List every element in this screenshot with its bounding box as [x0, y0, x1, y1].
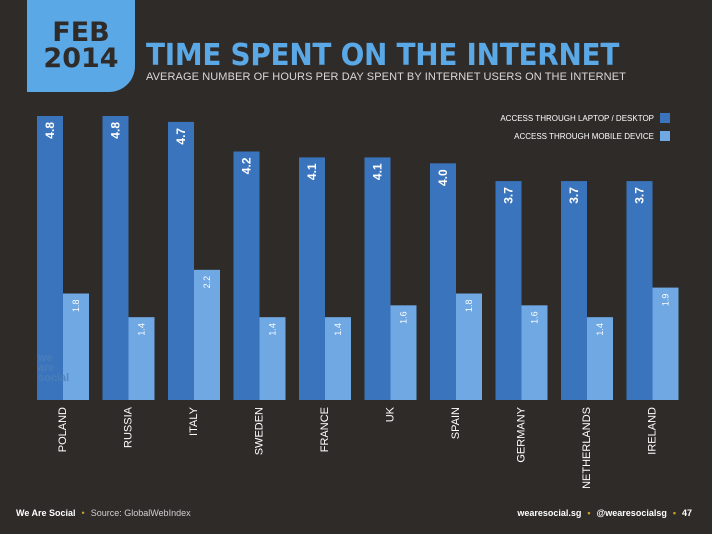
- category-label-italy: ITALY: [188, 406, 200, 436]
- footer-dot-3: •: [672, 508, 676, 518]
- date-year: 2014: [43, 43, 119, 74]
- data-label-poland-mobile: 1.8: [71, 300, 81, 313]
- category-label-france: FRANCE: [319, 407, 331, 452]
- category-label-germany: GERMANY: [516, 406, 528, 462]
- bar-spain-mobile: [456, 293, 482, 400]
- date-month: FEB: [52, 17, 110, 48]
- chart-legend: ACCESS THROUGH LAPTOP / DESKTOP ACCESS T…: [500, 110, 670, 146]
- bar-germany-mobile: [521, 305, 548, 400]
- legend-swatch-desktop: [660, 113, 670, 123]
- data-label-netherlands-mobile: 1.4: [595, 323, 605, 336]
- category-label-sweden: SWEDEN: [254, 407, 266, 455]
- category-label-russia: RUSSIA: [123, 406, 135, 448]
- footer-right: wearesocial.sg • @wearesocialsg • 47: [517, 508, 692, 518]
- bar-france-mobile: [325, 317, 351, 400]
- category-label-poland: POLAND: [57, 407, 69, 452]
- data-label-sweden-mobile: 1.4: [268, 323, 278, 336]
- bar-ireland-desktop: [626, 181, 653, 400]
- bar-germany-desktop: [495, 181, 522, 400]
- data-label-poland-desktop: 4.8: [43, 122, 57, 139]
- bar-uk-desktop: [364, 157, 391, 400]
- footer-source: Source: GlobalWebIndex: [90, 508, 191, 518]
- footer-dot-1: •: [81, 508, 85, 518]
- footer-page-number: 47: [681, 508, 692, 518]
- data-label-spain-desktop: 4.0: [436, 169, 450, 186]
- data-label-uk-desktop: 4.1: [371, 163, 385, 180]
- data-label-germany-desktop: 3.7: [502, 187, 516, 204]
- bar-sweden-mobile: [259, 317, 286, 400]
- bar-russia-desktop: [102, 116, 129, 400]
- data-label-italy-mobile: 2.2: [202, 276, 212, 289]
- data-label-italy-desktop: 4.7: [174, 128, 188, 145]
- data-label-netherlands-desktop: 3.7: [567, 187, 581, 204]
- footer-handle[interactable]: @wearesocialsg: [596, 508, 667, 518]
- data-label-spain-mobile: 1.8: [464, 300, 474, 313]
- bar-ireland-mobile: [652, 287, 679, 400]
- bar-italy-mobile: [194, 269, 220, 400]
- footer-dot-2: •: [587, 508, 591, 518]
- legend-item-mobile: ACCESS THROUGH MOBILE DEVICE: [500, 128, 670, 144]
- data-label-russia-mobile: 1.4: [137, 323, 147, 336]
- bar-poland-desktop: [37, 116, 63, 400]
- bar-italy-desktop: [168, 121, 194, 401]
- legend-label-desktop: ACCESS THROUGH LAPTOP / DESKTOP: [500, 113, 654, 123]
- footer-brand: We Are Social: [16, 508, 76, 518]
- category-label-ireland: IRELAND: [647, 407, 659, 455]
- footer-left: We Are Social • Source: GlobalWebIndex: [16, 508, 191, 518]
- we-are-social-watermark: we are social: [38, 352, 70, 384]
- legend-label-mobile: ACCESS THROUGH MOBILE DEVICE: [514, 131, 654, 141]
- data-label-sweden-desktop: 4.2: [240, 157, 254, 174]
- bar-netherlands-desktop: [561, 181, 587, 400]
- bar-poland-mobile: [63, 293, 89, 400]
- watermark-line-1: we: [38, 352, 53, 364]
- data-label-france-desktop: 4.1: [305, 163, 319, 180]
- legend-item-desktop: ACCESS THROUGH LAPTOP / DESKTOP: [500, 110, 670, 126]
- bar-spain-desktop: [430, 163, 456, 400]
- footer-site[interactable]: wearesocial.sg: [517, 508, 582, 518]
- data-label-france-mobile: 1.4: [333, 323, 343, 336]
- data-label-russia-desktop: 4.8: [109, 122, 123, 139]
- data-label-uk-mobile: 1.6: [399, 311, 409, 324]
- page-subtitle: AVERAGE NUMBER OF HOURS PER DAY SPENT BY…: [146, 71, 626, 83]
- data-label-ireland-mobile: 1.9: [661, 294, 671, 307]
- bar-netherlands-mobile: [587, 317, 613, 400]
- bar-france-desktop: [299, 157, 325, 400]
- category-label-spain: SPAIN: [450, 407, 462, 439]
- bar-sweden-desktop: [233, 151, 260, 400]
- page-title: TIME SPENT ON THE INTERNET: [146, 38, 620, 73]
- data-label-ireland-desktop: 3.7: [633, 187, 647, 204]
- watermark-line-2: are: [38, 362, 55, 374]
- bar-uk-mobile: [390, 305, 417, 400]
- category-label-uk: UK: [385, 406, 397, 422]
- legend-swatch-mobile: [660, 131, 670, 141]
- bar-russia-mobile: [128, 317, 155, 400]
- watermark-line-3: social: [38, 372, 70, 384]
- category-label-netherlands: NETHERLANDS: [581, 407, 593, 489]
- data-label-germany-mobile: 1.6: [530, 311, 540, 324]
- date-badge: FEB 2014: [27, 0, 135, 92]
